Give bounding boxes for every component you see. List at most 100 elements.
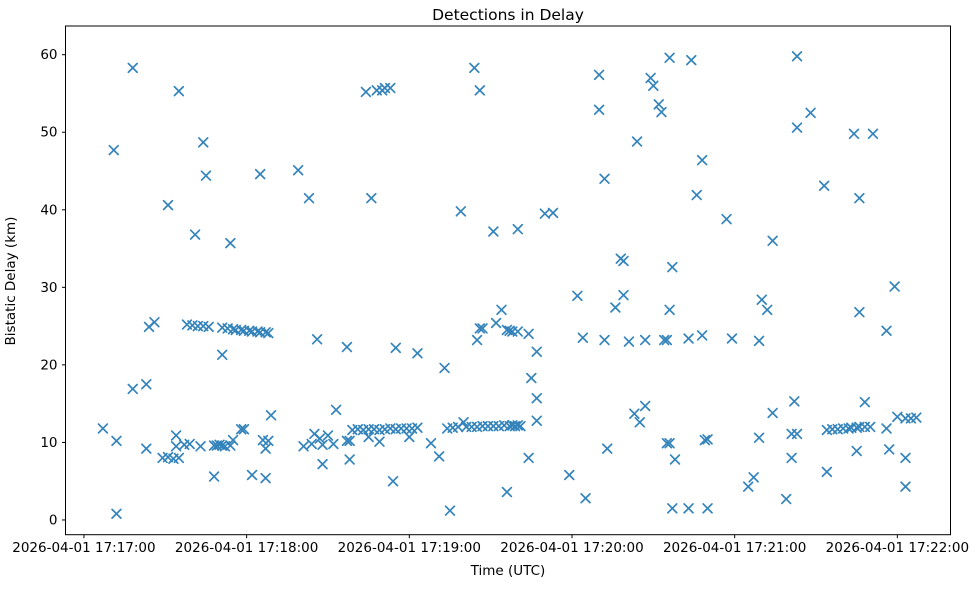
data-point-marker [341, 341, 353, 353]
data-point-marker [444, 505, 456, 516]
data-point-marker [580, 493, 591, 504]
data-point-marker [127, 62, 138, 74]
data-point-marker [412, 422, 423, 433]
data-point-marker [789, 396, 800, 407]
data-point-marker [572, 290, 583, 302]
data-point-marker [900, 452, 911, 464]
data-point-marker [726, 333, 738, 344]
data-point-marker [455, 206, 467, 217]
data-point-marker [753, 335, 765, 347]
data-point-marker [523, 328, 534, 340]
data-point-marker [748, 472, 759, 483]
data-point-marker [523, 452, 534, 464]
data-point-marker [515, 420, 526, 432]
data-point-marker [390, 342, 401, 354]
data-point-marker [531, 346, 542, 357]
data-point-marker [531, 415, 542, 426]
data-point-marker [761, 304, 773, 316]
data-point-marker [881, 325, 892, 337]
data-point-marker [683, 503, 694, 514]
data-point-marker [141, 443, 152, 454]
data-point-marker [111, 508, 122, 520]
data-point-marker [474, 323, 486, 334]
data-point-marker [756, 294, 768, 305]
data-point-marker [564, 469, 575, 481]
data-point-marker [696, 330, 708, 341]
data-point-marker [477, 323, 488, 334]
data-point-marker [471, 334, 483, 346]
data-point-marker [238, 423, 250, 435]
data-point-marker [843, 423, 854, 434]
data-point-marker [664, 437, 675, 449]
data-point-marker [512, 223, 524, 235]
data-point-marker [488, 226, 499, 237]
data-point-marker [645, 72, 656, 84]
data-point-marker [385, 82, 396, 94]
data-point-marker [244, 325, 255, 337]
data-point-marker [203, 321, 214, 333]
data-point-marker [216, 440, 228, 451]
data-point-marker [322, 430, 334, 441]
data-point-marker [439, 362, 450, 374]
data-point-marker [696, 154, 708, 166]
data-point-marker [683, 333, 694, 344]
data-point-marker [317, 439, 328, 450]
data-point-marker [699, 434, 711, 446]
data-point-marker [854, 306, 865, 318]
data-point-marker [639, 334, 651, 346]
data-point-marker [639, 400, 651, 412]
data-point-marker [141, 379, 152, 390]
data-point-marker [314, 433, 326, 444]
data-point-marker [610, 302, 621, 313]
data-point-marker [189, 229, 201, 240]
data-point-marker [661, 334, 673, 346]
y-tick-label: 50 [40, 125, 57, 141]
data-point-marker [246, 469, 258, 481]
data-point-marker [664, 52, 675, 64]
axes-box [65, 25, 951, 536]
data-point-marker [263, 435, 274, 447]
data-point-marker [848, 128, 860, 140]
data-point-marker [867, 128, 879, 140]
data-point-marker [317, 458, 328, 470]
data-point-marker [374, 436, 385, 447]
data-point-marker [599, 334, 610, 346]
data-point-marker [252, 326, 263, 337]
data-point-marker [664, 304, 675, 316]
data-point-marker [791, 428, 803, 440]
data-point-marker [127, 383, 138, 395]
y-tick-label: 0 [49, 512, 58, 528]
data-point-marker [686, 54, 697, 66]
data-point-marker [786, 452, 797, 464]
data-point-marker [667, 261, 678, 273]
data-point-marker [512, 326, 524, 337]
data-point-marker [306, 438, 317, 450]
data-point-marker [669, 454, 681, 465]
data-point-marker [490, 317, 502, 329]
data-point-marker [184, 438, 195, 450]
y-axis-label: Bistatic Delay (km) [3, 216, 19, 346]
data-point-marker [599, 173, 610, 185]
data-point-marker [854, 192, 865, 204]
x-tick-label: 2026-04-01 17:20:00 [500, 540, 643, 556]
data-point-marker [330, 404, 342, 416]
data-point-marker [805, 107, 816, 119]
data-point-marker [149, 316, 160, 328]
x-axis-label: Time (UTC) [470, 563, 546, 579]
data-point-marker [526, 372, 537, 384]
x-tick-label: 2026-04-01 17:17:00 [12, 540, 155, 556]
data-point-marker [366, 192, 377, 204]
data-point-marker [791, 50, 803, 62]
data-point-marker [547, 207, 559, 219]
data-point-marker [200, 170, 212, 181]
data-point-marker [260, 472, 271, 484]
data-point-marker [341, 435, 353, 447]
data-point-marker [634, 417, 646, 428]
data-point-marker [260, 443, 271, 454]
data-point-marker [387, 475, 399, 487]
data-point-marker [851, 422, 862, 433]
y-tick-label: 40 [40, 202, 57, 218]
data-point-marker [425, 437, 437, 449]
data-point-marker [225, 237, 236, 249]
